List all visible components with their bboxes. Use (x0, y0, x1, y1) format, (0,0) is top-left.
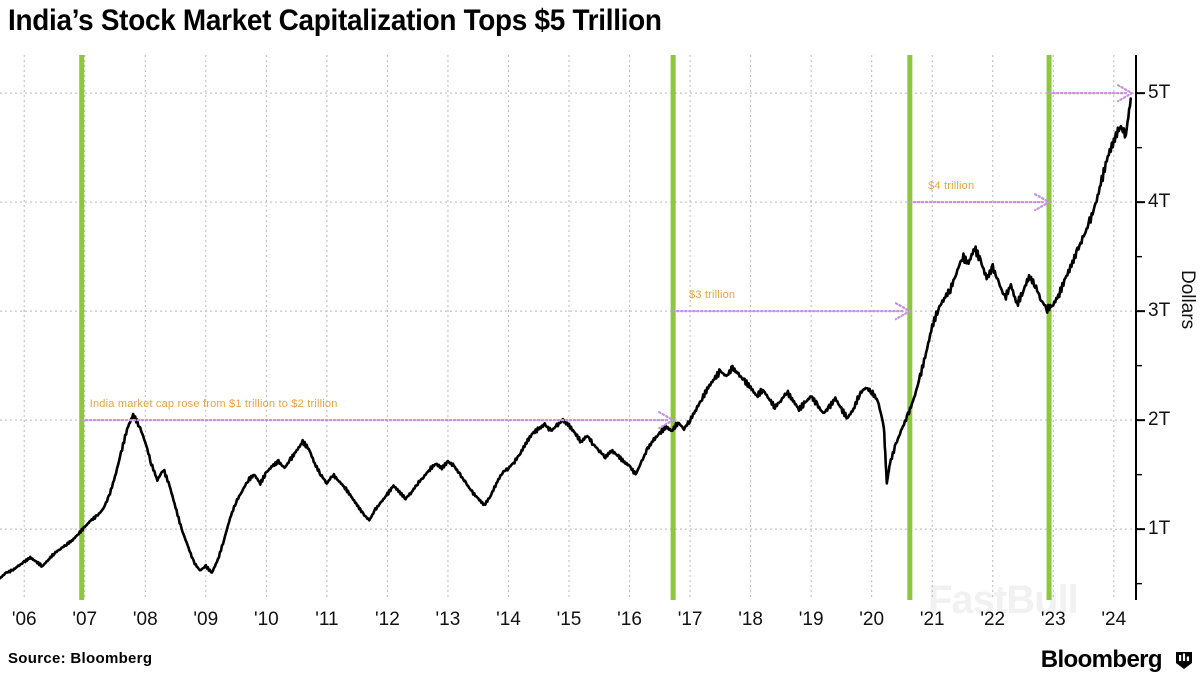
x-tick-label-14: '14 (496, 609, 521, 630)
y-tick-label-2T: 2T (1148, 409, 1171, 431)
x-tick-label-16: '16 (617, 609, 642, 630)
x-tick-label-17: '17 (677, 609, 703, 630)
x-tick-label-07: '07 (72, 609, 98, 630)
x-tick-label-22: '22 (980, 609, 1006, 630)
source-note: Source: Bloomberg (8, 650, 153, 667)
y-axis-title: Dollars (1177, 270, 1198, 330)
chart-plot-area (0, 55, 1135, 600)
bloomberg-terminal-icon (1176, 652, 1192, 669)
annotation-a2: $3 trillion (689, 289, 736, 302)
x-tick-label-15: '15 (556, 609, 582, 630)
x-tick-label-12: '12 (375, 609, 400, 630)
x-tick-label-18: '18 (738, 609, 763, 630)
x-tick-label-10: '10 (253, 609, 279, 630)
x-tick-label-19: '19 (798, 609, 824, 630)
page-title: India’s Stock Market Capitalization Tops… (8, 4, 662, 37)
x-tick-label-09: '09 (193, 609, 219, 630)
y-axis-line (1135, 55, 1145, 600)
y-tick-label-4T: 4T (1148, 191, 1171, 213)
y-tick-label-1T: 1T (1148, 518, 1171, 540)
bloomberg-wordmark: Bloomberg (1040, 646, 1163, 673)
annotation-a1: India market cap rose from $1 trillion t… (89, 398, 338, 411)
x-tick-label-13: '13 (435, 609, 461, 630)
x-tick-label-11: '11 (315, 609, 339, 630)
stock-market-cap-line-chart (0, 55, 1135, 600)
annotation-a3: $4 trillion (928, 180, 975, 193)
x-tick-label-20: '20 (859, 609, 885, 630)
x-tick-label-08: '08 (132, 609, 158, 630)
x-tick-label-21: '21 (919, 609, 945, 630)
y-tick-label-5T: 5T (1148, 82, 1171, 104)
y-tick-label-3T: 3T (1148, 300, 1171, 322)
x-tick-label-06: '06 (11, 609, 37, 630)
x-tick-label-23: '23 (1040, 609, 1066, 630)
x-tick-label-24: '24 (1101, 609, 1127, 630)
